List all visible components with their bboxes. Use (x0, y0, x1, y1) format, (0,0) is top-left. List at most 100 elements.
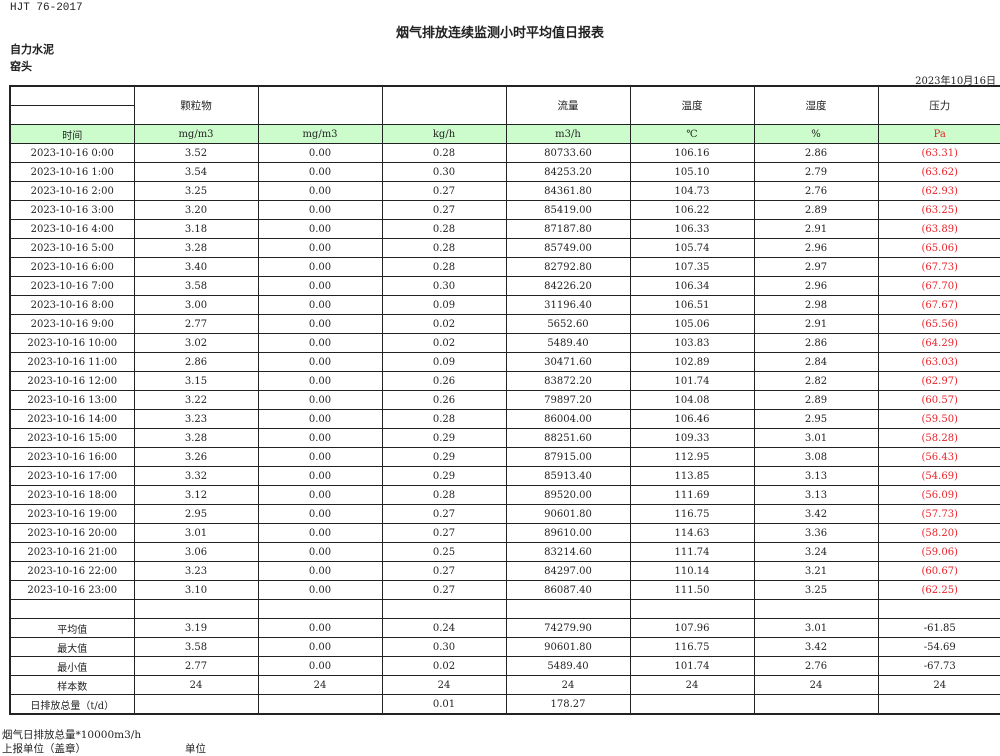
time-cell: 2023-10-16 7:00 (9, 276, 135, 296)
summary-label: 平均值 (9, 618, 135, 638)
value-cell: 2.96 (753, 276, 879, 296)
value-cell: 5489.40 (505, 333, 631, 353)
corner-upper (11, 87, 133, 106)
value-cell: 2.96 (753, 238, 879, 258)
value-cell: (57.73) (877, 504, 1000, 524)
time-cell: 2023-10-16 17:00 (9, 466, 135, 486)
summary-value: 0.02 (381, 656, 507, 676)
time-cell: 2023-10-16 1:00 (9, 162, 135, 182)
value-cell: 2.89 (753, 390, 879, 410)
value-cell: 3.08 (753, 447, 879, 467)
table-row: 2023-10-16 3:00 3.20 0.00 0.27 85419.00 106.2… (9, 200, 1000, 220)
value-cell: 106.33 (629, 219, 755, 239)
value-cell: 2.97 (753, 257, 879, 277)
value-cell: 3.42 (753, 504, 879, 524)
value-cell: 3.12 (133, 485, 259, 505)
column-header (381, 85, 507, 125)
table-row: 2023-10-16 12:00 3.15 0.00 0.26 83872.20 101.… (9, 371, 1000, 391)
unit-cell: % (753, 124, 879, 144)
value-cell: (60.67) (877, 561, 1000, 581)
time-cell: 2023-10-16 6:00 (9, 257, 135, 277)
summary-value: 3.58 (133, 637, 259, 657)
summary-value (133, 694, 259, 715)
value-cell: 0.00 (257, 428, 383, 448)
value-cell: 87187.80 (505, 219, 631, 239)
value-cell: 31196.40 (505, 295, 631, 315)
value-cell: 101.74 (629, 371, 755, 391)
empty-cell (381, 599, 507, 619)
unit-cell: kg/h (381, 124, 507, 144)
value-cell: 2.91 (753, 219, 879, 239)
value-cell: 84253.20 (505, 162, 631, 182)
value-cell: 116.75 (629, 504, 755, 524)
value-cell: 0.00 (257, 257, 383, 277)
summary-value (257, 694, 383, 715)
summary-row: 样本数 24 24 24 24 24 24 24 (9, 675, 1000, 695)
value-cell: 2.95 (753, 409, 879, 429)
summary-value: 24 (753, 675, 879, 695)
time-cell: 2023-10-16 14:00 (9, 409, 135, 429)
value-cell: 0.00 (257, 162, 383, 182)
value-cell: 2.91 (753, 314, 879, 334)
value-cell: 104.08 (629, 390, 755, 410)
value-cell: 84226.20 (505, 276, 631, 296)
value-cell: 3.15 (133, 371, 259, 391)
value-cell: 2.79 (753, 162, 879, 182)
summary-value: 0.30 (381, 637, 507, 657)
value-cell: 87915.00 (505, 447, 631, 467)
summary-row: 最大值 3.58 0.00 0.30 90601.80 116.75 3.42 -54.69 (9, 637, 1000, 657)
value-cell: 82792.80 (505, 257, 631, 277)
footer-note: 烟气日排放总量*10000m3/h (2, 729, 142, 741)
value-cell: 0.27 (381, 523, 507, 543)
value-cell: 0.00 (257, 542, 383, 562)
summary-value: 0.00 (257, 637, 383, 657)
value-cell: 83214.60 (505, 542, 631, 562)
time-cell: 2023-10-16 19:00 (9, 504, 135, 524)
unit-cell: mg/m3 (257, 124, 383, 144)
value-cell: 0.29 (381, 428, 507, 448)
value-cell: 0.30 (381, 162, 507, 182)
value-cell: 0.00 (257, 390, 383, 410)
summary-value: -54.69 (877, 637, 1000, 657)
value-cell: 0.29 (381, 447, 507, 467)
value-cell: (64.29) (877, 333, 1000, 353)
value-cell: 0.28 (381, 219, 507, 239)
value-cell: (65.06) (877, 238, 1000, 258)
value-cell: 112.95 (629, 447, 755, 467)
unit-cell: ℃ (629, 124, 755, 144)
empty-cell (257, 599, 383, 619)
summary-value (629, 694, 755, 715)
unit-cell: Pa (877, 124, 1000, 144)
value-cell: 0.00 (257, 143, 383, 163)
summary-value: 0.00 (257, 618, 383, 638)
value-cell: 106.51 (629, 295, 755, 315)
value-cell: 3.23 (133, 409, 259, 429)
summary-value: 24 (381, 675, 507, 695)
value-cell: 0.00 (257, 219, 383, 239)
value-cell: 3.36 (753, 523, 879, 543)
value-cell: 114.63 (629, 523, 755, 543)
value-cell: 2.95 (133, 504, 259, 524)
value-cell: 0.26 (381, 390, 507, 410)
summary-value: 107.96 (629, 618, 755, 638)
report-title: 烟气排放连续监测小时平均值日报表 (395, 26, 604, 41)
value-cell: 3.18 (133, 219, 259, 239)
value-cell: 3.28 (133, 238, 259, 258)
value-cell: 0.02 (381, 333, 507, 353)
value-cell: 2.98 (753, 295, 879, 315)
column-header-row: 颗粒物 流量 温度 湿度 压力 (9, 85, 1000, 125)
value-cell: 0.00 (257, 276, 383, 296)
value-cell: 79897.20 (505, 390, 631, 410)
value-cell: 3.25 (753, 580, 879, 600)
summary-value: 24 (505, 675, 631, 695)
time-cell: 2023-10-16 3:00 (9, 200, 135, 220)
value-cell: (67.70) (877, 276, 1000, 296)
value-cell: 5652.60 (505, 314, 631, 334)
time-cell: 2023-10-16 16:00 (9, 447, 135, 467)
value-cell: 0.00 (257, 238, 383, 258)
time-cell: 2023-10-16 15:00 (9, 428, 135, 448)
table-row: 2023-10-16 18:00 3.12 0.00 0.28 89520.00 111.… (9, 485, 1000, 505)
value-cell: 3.13 (753, 466, 879, 486)
time-cell: 2023-10-16 10:00 (9, 333, 135, 353)
summary-value: 178.27 (505, 694, 631, 715)
